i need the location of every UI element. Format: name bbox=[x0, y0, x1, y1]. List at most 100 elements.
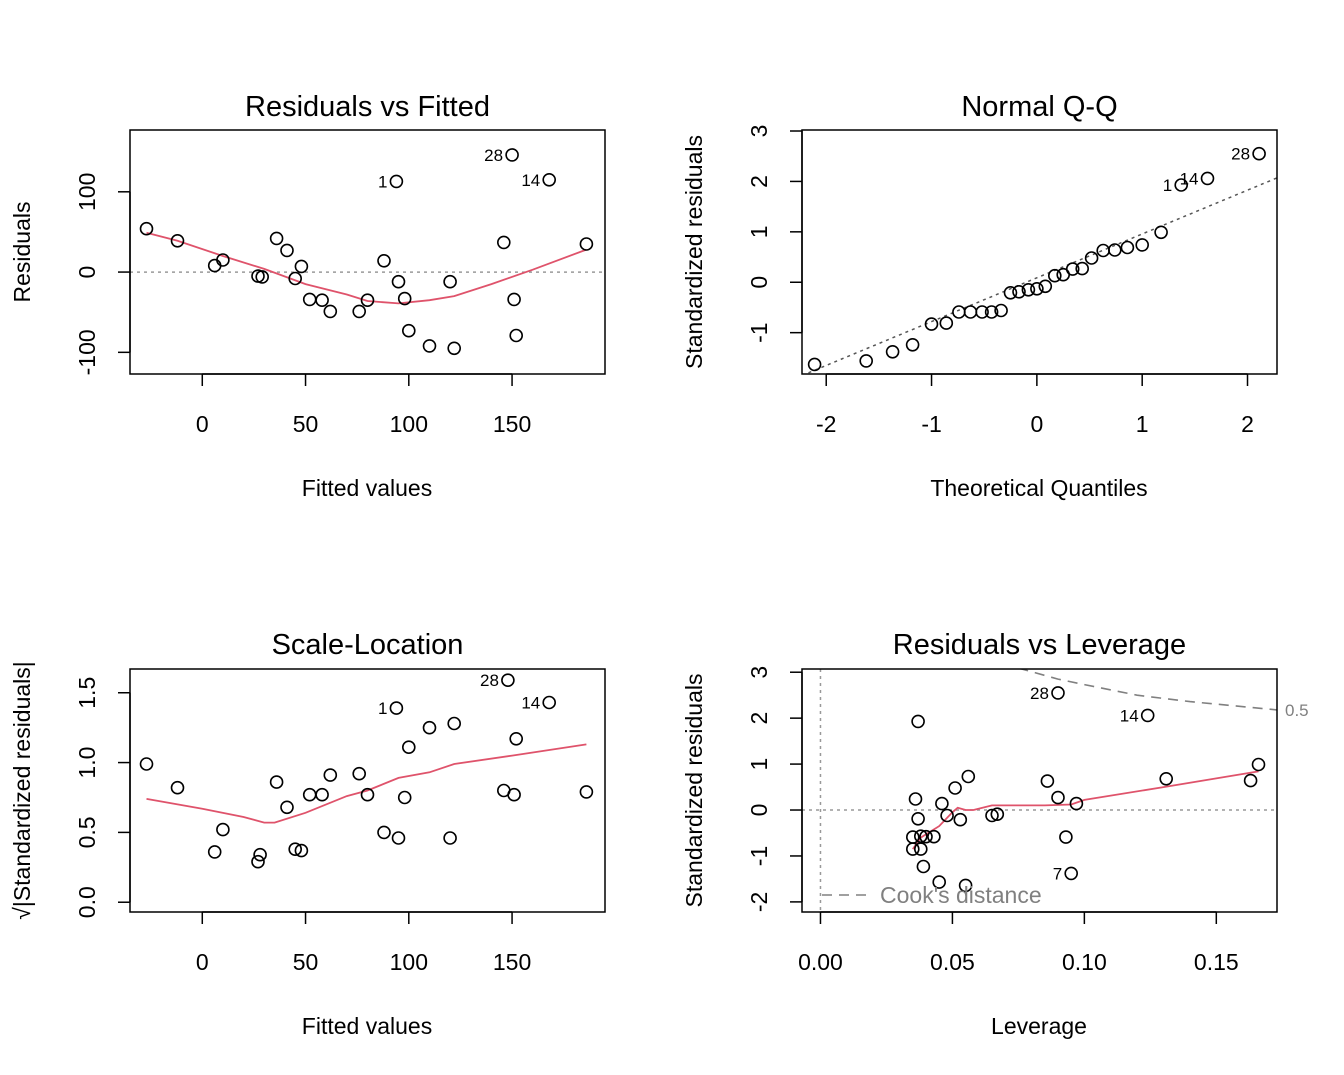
data-point bbox=[885, 344, 900, 359]
y-tick-label: 2 bbox=[746, 175, 772, 188]
data-point bbox=[216, 253, 230, 267]
chart-title: Scale-Location bbox=[272, 629, 464, 661]
data-point bbox=[360, 787, 375, 802]
y-tick-label: -2 bbox=[746, 892, 772, 912]
data-point bbox=[1003, 285, 1018, 300]
data-point bbox=[443, 274, 457, 289]
x-tick-label: 0 bbox=[196, 949, 209, 975]
data-point bbox=[1059, 830, 1073, 844]
data-point bbox=[294, 259, 309, 274]
data-point bbox=[139, 221, 154, 236]
data-point bbox=[1069, 796, 1084, 811]
point-label: 14 bbox=[521, 171, 540, 190]
x-axis-label: Fitted values bbox=[302, 475, 432, 501]
data-point bbox=[447, 341, 462, 356]
x-tick-label: 0 bbox=[196, 411, 209, 437]
point-label: 28 bbox=[1231, 145, 1250, 164]
data-point bbox=[961, 769, 976, 784]
data-point bbox=[985, 808, 999, 823]
data-point bbox=[1243, 773, 1258, 788]
panel-residuals-vs-fitted: 28 14 1 0 50 100 150 -100 0 100 Residuals vs Fitte… bbox=[9, 91, 606, 501]
data-point bbox=[958, 878, 973, 893]
data-point bbox=[507, 787, 521, 802]
data-point bbox=[509, 731, 524, 746]
data-point bbox=[1075, 261, 1089, 276]
point-label: 28 bbox=[480, 671, 499, 690]
x-axis-label: Leverage bbox=[991, 1013, 1087, 1039]
data-point bbox=[905, 337, 920, 352]
chart-title: Residuals vs Fitted bbox=[245, 91, 490, 123]
y-tick-label: 0 bbox=[746, 804, 772, 817]
y-tick-label: 0 bbox=[746, 276, 772, 289]
data-point bbox=[391, 274, 406, 289]
data-point bbox=[927, 829, 941, 844]
y-axis-label: Standardized residuals bbox=[681, 135, 707, 369]
data-point bbox=[1038, 279, 1053, 294]
data-point bbox=[1096, 243, 1110, 258]
data-point bbox=[994, 303, 1008, 318]
x-tick-label: 2 bbox=[1241, 411, 1254, 437]
data-point bbox=[1084, 251, 1099, 265]
data-point bbox=[908, 792, 923, 806]
plot-area bbox=[802, 669, 1277, 912]
data-point bbox=[1065, 262, 1080, 276]
y-tick-label: 0.5 bbox=[74, 816, 100, 848]
y-tick-label: 3 bbox=[746, 125, 772, 138]
data-point bbox=[288, 271, 303, 286]
data-point bbox=[507, 292, 521, 307]
y-tick-label: -100 bbox=[74, 329, 100, 375]
x-tick-label: 50 bbox=[293, 949, 319, 975]
x-tick-label: 0.15 bbox=[1194, 949, 1239, 975]
plot-area bbox=[139, 673, 594, 869]
x-tick-label: 50 bbox=[293, 411, 319, 437]
panel-residuals-vs-leverage: 0.5 28 14 7 Cook's distance 0.00 0.05 0.10 0.15 -… bbox=[681, 629, 1309, 1039]
data-point bbox=[911, 811, 925, 826]
data-point bbox=[377, 825, 391, 840]
data-point bbox=[953, 812, 968, 827]
data-point bbox=[501, 673, 515, 688]
y-tick-label: 1 bbox=[746, 758, 772, 771]
data-point bbox=[952, 305, 966, 319]
data-point bbox=[170, 780, 185, 795]
data-point bbox=[422, 720, 437, 735]
data-point bbox=[447, 716, 462, 731]
data-point bbox=[443, 831, 457, 845]
x-tick-label: 0.00 bbox=[798, 949, 843, 975]
data-point bbox=[422, 339, 437, 353]
data-point bbox=[377, 253, 391, 268]
y-tick-label: 1.0 bbox=[74, 747, 100, 779]
data-point bbox=[905, 842, 920, 856]
point-label: 1 bbox=[378, 172, 387, 191]
data-point bbox=[323, 304, 338, 319]
data-point bbox=[1030, 281, 1044, 296]
x-tick-label: 0.10 bbox=[1062, 949, 1107, 975]
data-point bbox=[496, 235, 511, 250]
data-point bbox=[280, 243, 294, 258]
smooth-line bbox=[146, 231, 587, 305]
data-point bbox=[542, 695, 557, 710]
y-tick-label: 100 bbox=[74, 173, 100, 211]
data-point bbox=[1200, 171, 1215, 186]
data-point bbox=[288, 842, 303, 857]
data-point bbox=[1159, 771, 1173, 786]
point-label: 28 bbox=[1030, 684, 1049, 703]
x-tick-label: 150 bbox=[493, 949, 531, 975]
data-point bbox=[269, 231, 284, 246]
data-point bbox=[505, 148, 519, 162]
y-tick-label: 3 bbox=[746, 666, 772, 679]
point-label: 28 bbox=[484, 146, 503, 165]
data-point bbox=[1040, 774, 1055, 788]
data-point bbox=[1174, 178, 1188, 192]
y-tick-label: 0 bbox=[74, 266, 100, 279]
point-label: 14 bbox=[521, 694, 540, 713]
panel-normal-qq: 28 14 1 -2 -1 0 1 2 -1 0 1 2 3 Normal Q-Q Theoretical … bbox=[681, 91, 1278, 501]
x-tick-label: 100 bbox=[390, 411, 428, 437]
data-point bbox=[352, 766, 367, 781]
cooks-level-label: 0.5 bbox=[1285, 701, 1309, 720]
data-point bbox=[939, 316, 954, 330]
qq-reference-line bbox=[803, 177, 1277, 374]
data-point bbox=[315, 787, 329, 802]
y-tick-label: 1.5 bbox=[74, 677, 100, 709]
y-tick-label: 0.0 bbox=[74, 886, 100, 918]
